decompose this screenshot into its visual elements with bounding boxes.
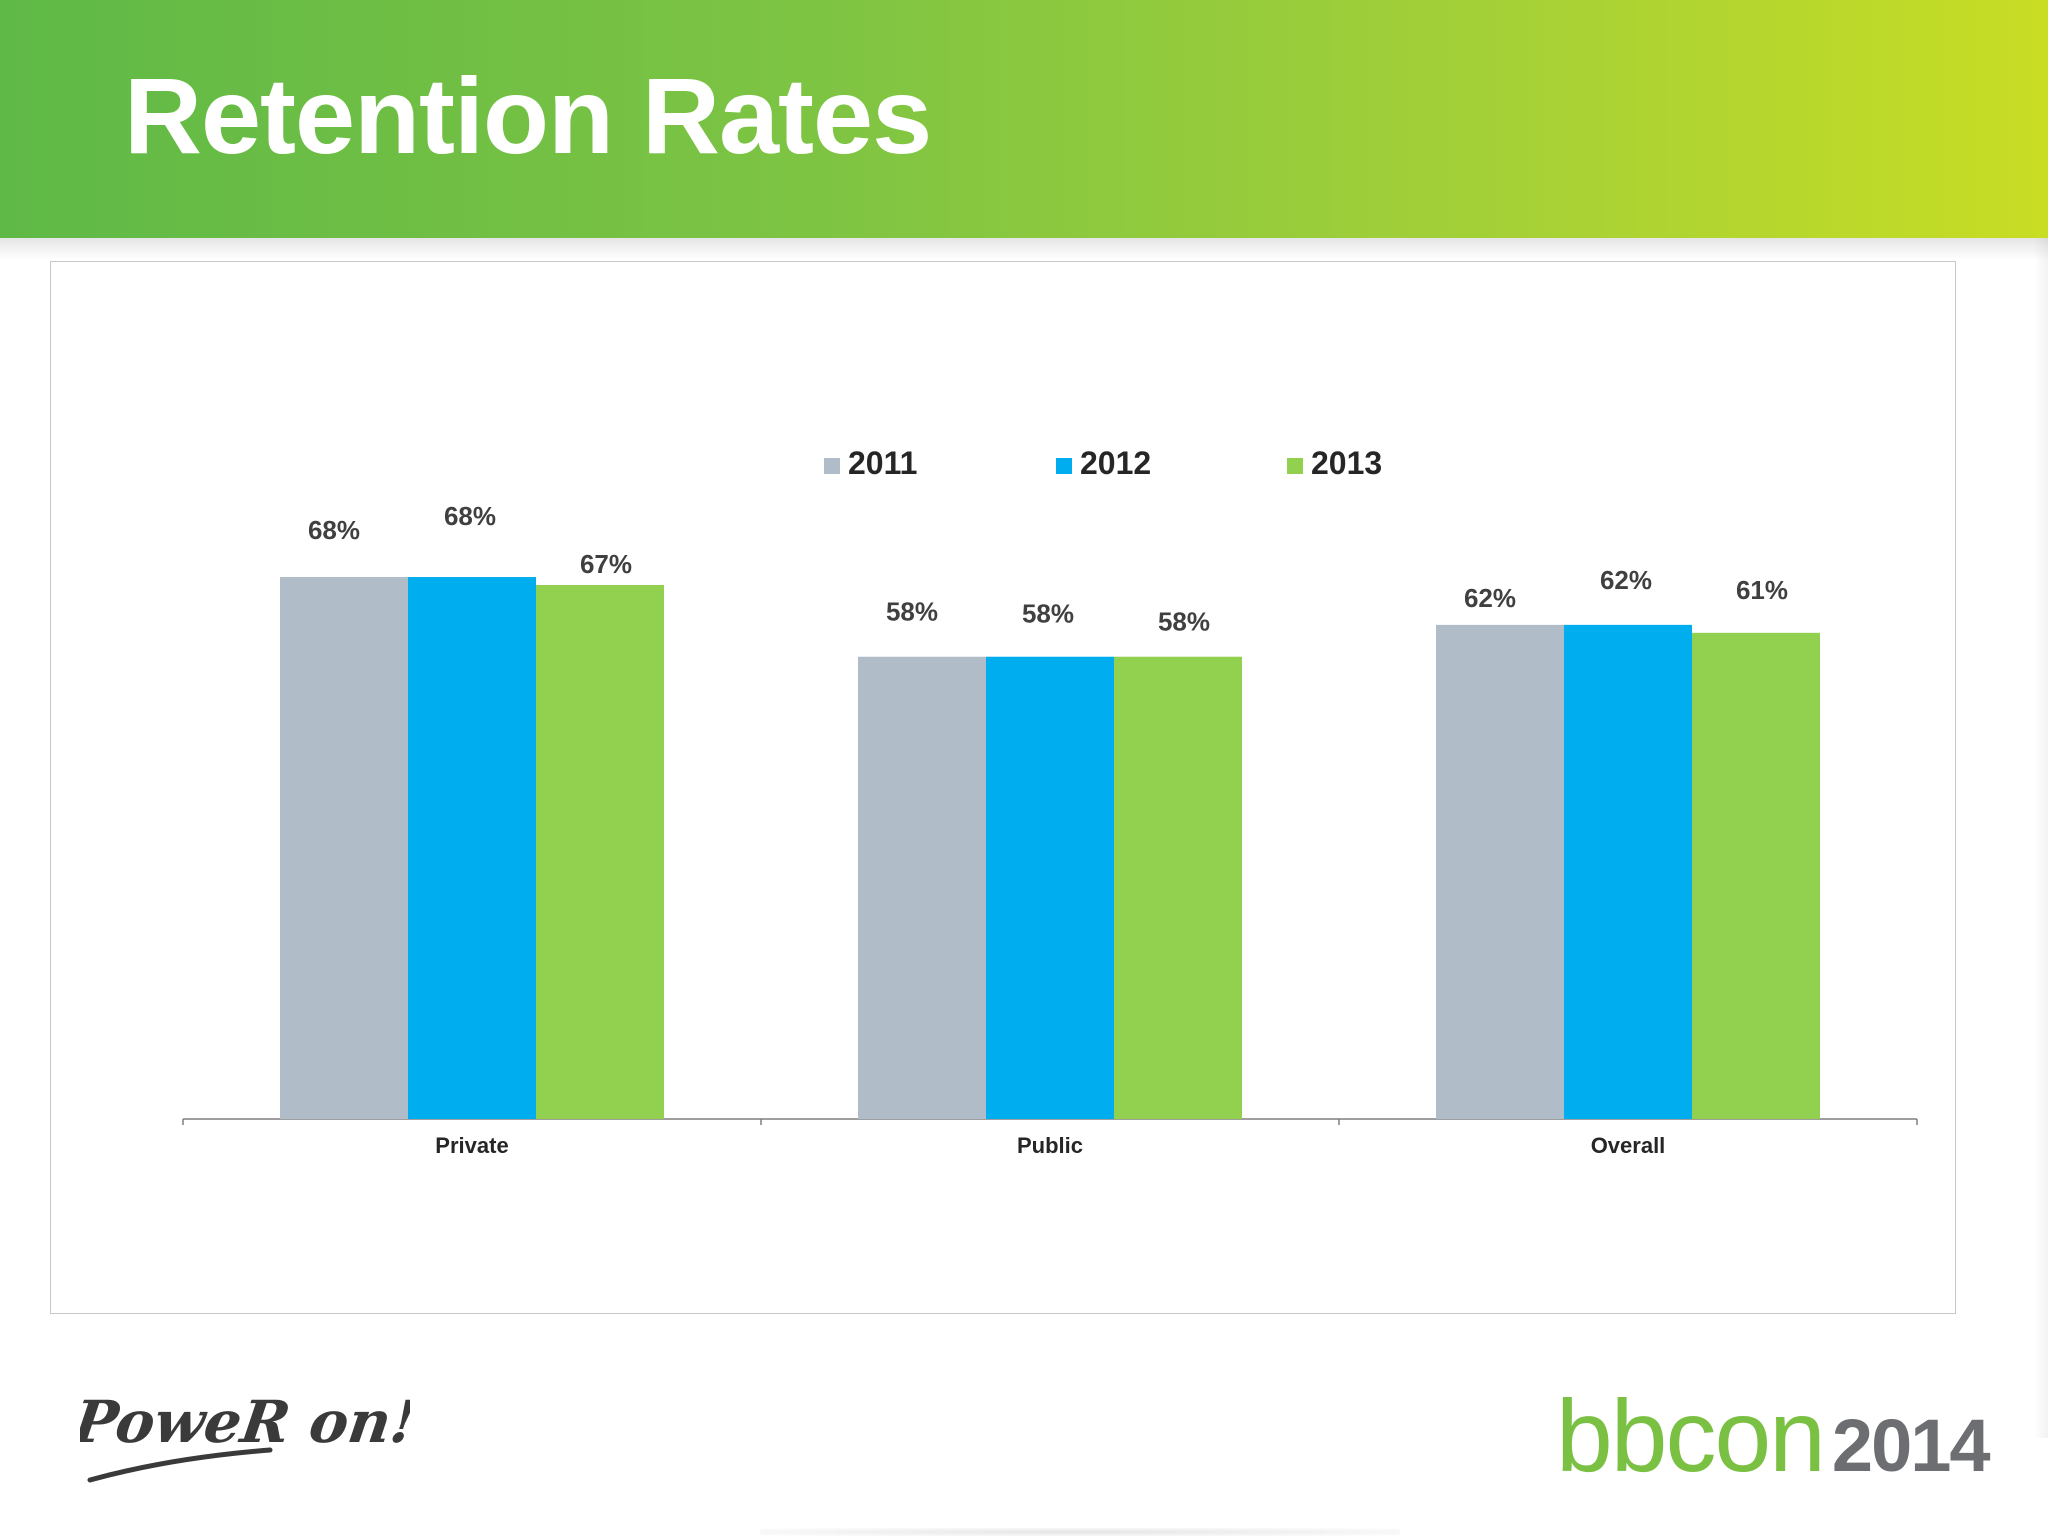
chart-panel: 68% 68% 67% Private 58% 58% 58% Public 62% 62% 61%… [50,261,1956,1314]
legend-label: 2011 [848,445,917,481]
page-edge-shadow [2034,238,2048,1438]
bbcon-logo-word: bbcon [1556,1379,1826,1493]
legend-swatch-2012 [1056,458,1072,474]
poweron-logo: PoweR on! [67,1380,421,1490]
bar-2013-private [536,585,664,1119]
banner-shadow [0,238,2048,260]
bar-2013-public [1114,656,1242,1119]
x-tick-label: Overall [1591,1133,1666,1158]
data-label: 58% [1022,599,1074,629]
page-title: Retention Rates [124,55,932,176]
legend-label: 2013 [1311,445,1382,481]
legend-swatch-2013 [1287,458,1303,474]
data-label: 58% [886,597,938,627]
bar-2011-public [858,656,986,1119]
bar-2011-private [280,577,408,1119]
poweron-logo-graphic: PoweR on! [67,1387,421,1483]
data-label: 61% [1736,575,1788,605]
slide-bottom-shadow [760,1528,1400,1536]
title-banner: Retention Rates [0,0,2048,238]
data-label: 68% [308,515,360,545]
data-label: 58% [1158,607,1210,637]
bar-2012-private [408,577,536,1119]
poweron-logo-text: PoweR on! [80,1387,410,1456]
bar-2012-overall [1564,624,1692,1119]
legend-swatch-2011 [824,458,840,474]
poweron-swoosh [87,1447,273,1483]
bbcon-logo-year: 2014 [1831,1404,1991,1487]
bar-chart: 68% 68% 67% Private 58% 58% 58% Public 62% 62% 61%… [182,445,1918,1158]
data-label: 62% [1464,583,1516,613]
data-label: 62% [1600,565,1652,595]
bar-2011-overall [1436,624,1564,1119]
bbcon-logo: bbcon 2014 [1556,1385,1991,1487]
x-tick-label: Public [1017,1133,1083,1158]
data-label: 67% [580,549,632,579]
legend-label: 2012 [1080,445,1151,481]
data-label: 68% [444,501,496,531]
bar-2012-public [986,656,1114,1119]
x-tick-label: Private [435,1133,508,1158]
bar-2013-overall [1692,632,1820,1119]
